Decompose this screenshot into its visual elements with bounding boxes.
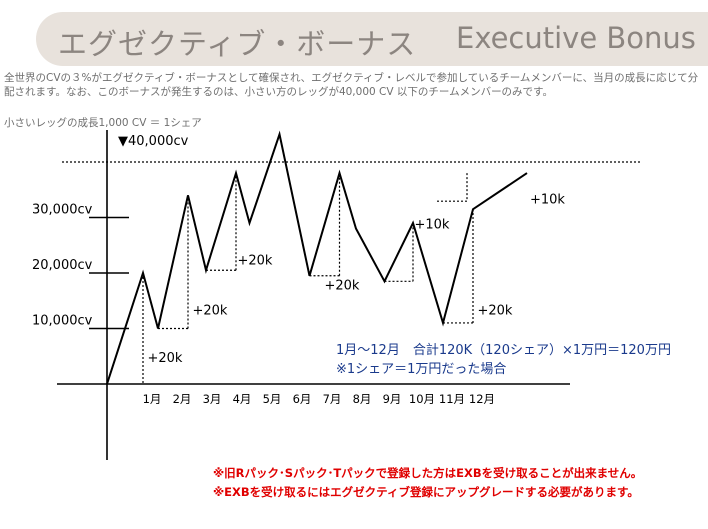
month-label: 4月 [233, 392, 252, 406]
month-label: 5月 [263, 392, 282, 406]
month-label: 11月 [439, 392, 465, 406]
month-label: 9月 [383, 392, 402, 406]
increment-label: +10k [530, 193, 565, 208]
increment-label: +20k [238, 254, 273, 269]
title-en: Executive Bonus [456, 21, 696, 55]
description: 全世界のCVの３%がエグゼクティブ・ボーナスとして確保され、エグゼクティブ・レベ… [4, 72, 699, 98]
chart-series [106, 130, 528, 385]
unit-note: 小さいレッグの成長1,000 CV ＝ 1シェア [4, 117, 202, 129]
chart-guides [62, 161, 640, 384]
summary-line-2: ※1シェア＝1万円だった場合 [336, 362, 506, 377]
red-note-2: ※EXBを受け取るにはエグゼクティブ登録にアップグレードする必要があります。 [213, 485, 639, 499]
increment-label: +20k [193, 304, 228, 319]
y-tick-label: 30,000cv [32, 203, 93, 218]
title-jp: エグゼクティブ・ボーナス [58, 27, 417, 61]
month-label: 1月 [143, 392, 162, 406]
summary-line-1: 1月～12月 合計120K（120シェア）×1万円＝120万円 [336, 342, 671, 358]
increment-label: +10k [415, 218, 450, 233]
y-tick-label: 20,000cv [32, 258, 93, 273]
month-label: 3月 [203, 392, 222, 406]
chart-axes [57, 130, 570, 460]
month-label: 12月 [469, 392, 495, 406]
y-tick-label: 10,000cv [32, 314, 93, 329]
increment-label: +20k [148, 351, 183, 366]
increment-label: +20k [325, 279, 360, 294]
month-label: 6月 [293, 392, 312, 406]
chart-labels: 10,000cv 20,000cv 30,000cv ▼40,000cv 1月 2月 3月 4… [32, 134, 671, 406]
cap-label: ▼40,000cv [118, 134, 189, 149]
series-line [106, 130, 528, 385]
title-banner: エグゼクティブ・ボーナス Executive Bonus [36, 12, 708, 66]
increment-label: +20k [478, 304, 513, 319]
month-label: 10月 [409, 392, 435, 406]
red-note-1: ※旧Rパック･Sパック･Tパックで登録した方はEXBを受け取ることが出来ません。 [213, 466, 643, 480]
month-label: 8月 [353, 392, 372, 406]
month-label: 7月 [323, 392, 342, 406]
month-label: 2月 [173, 392, 192, 406]
